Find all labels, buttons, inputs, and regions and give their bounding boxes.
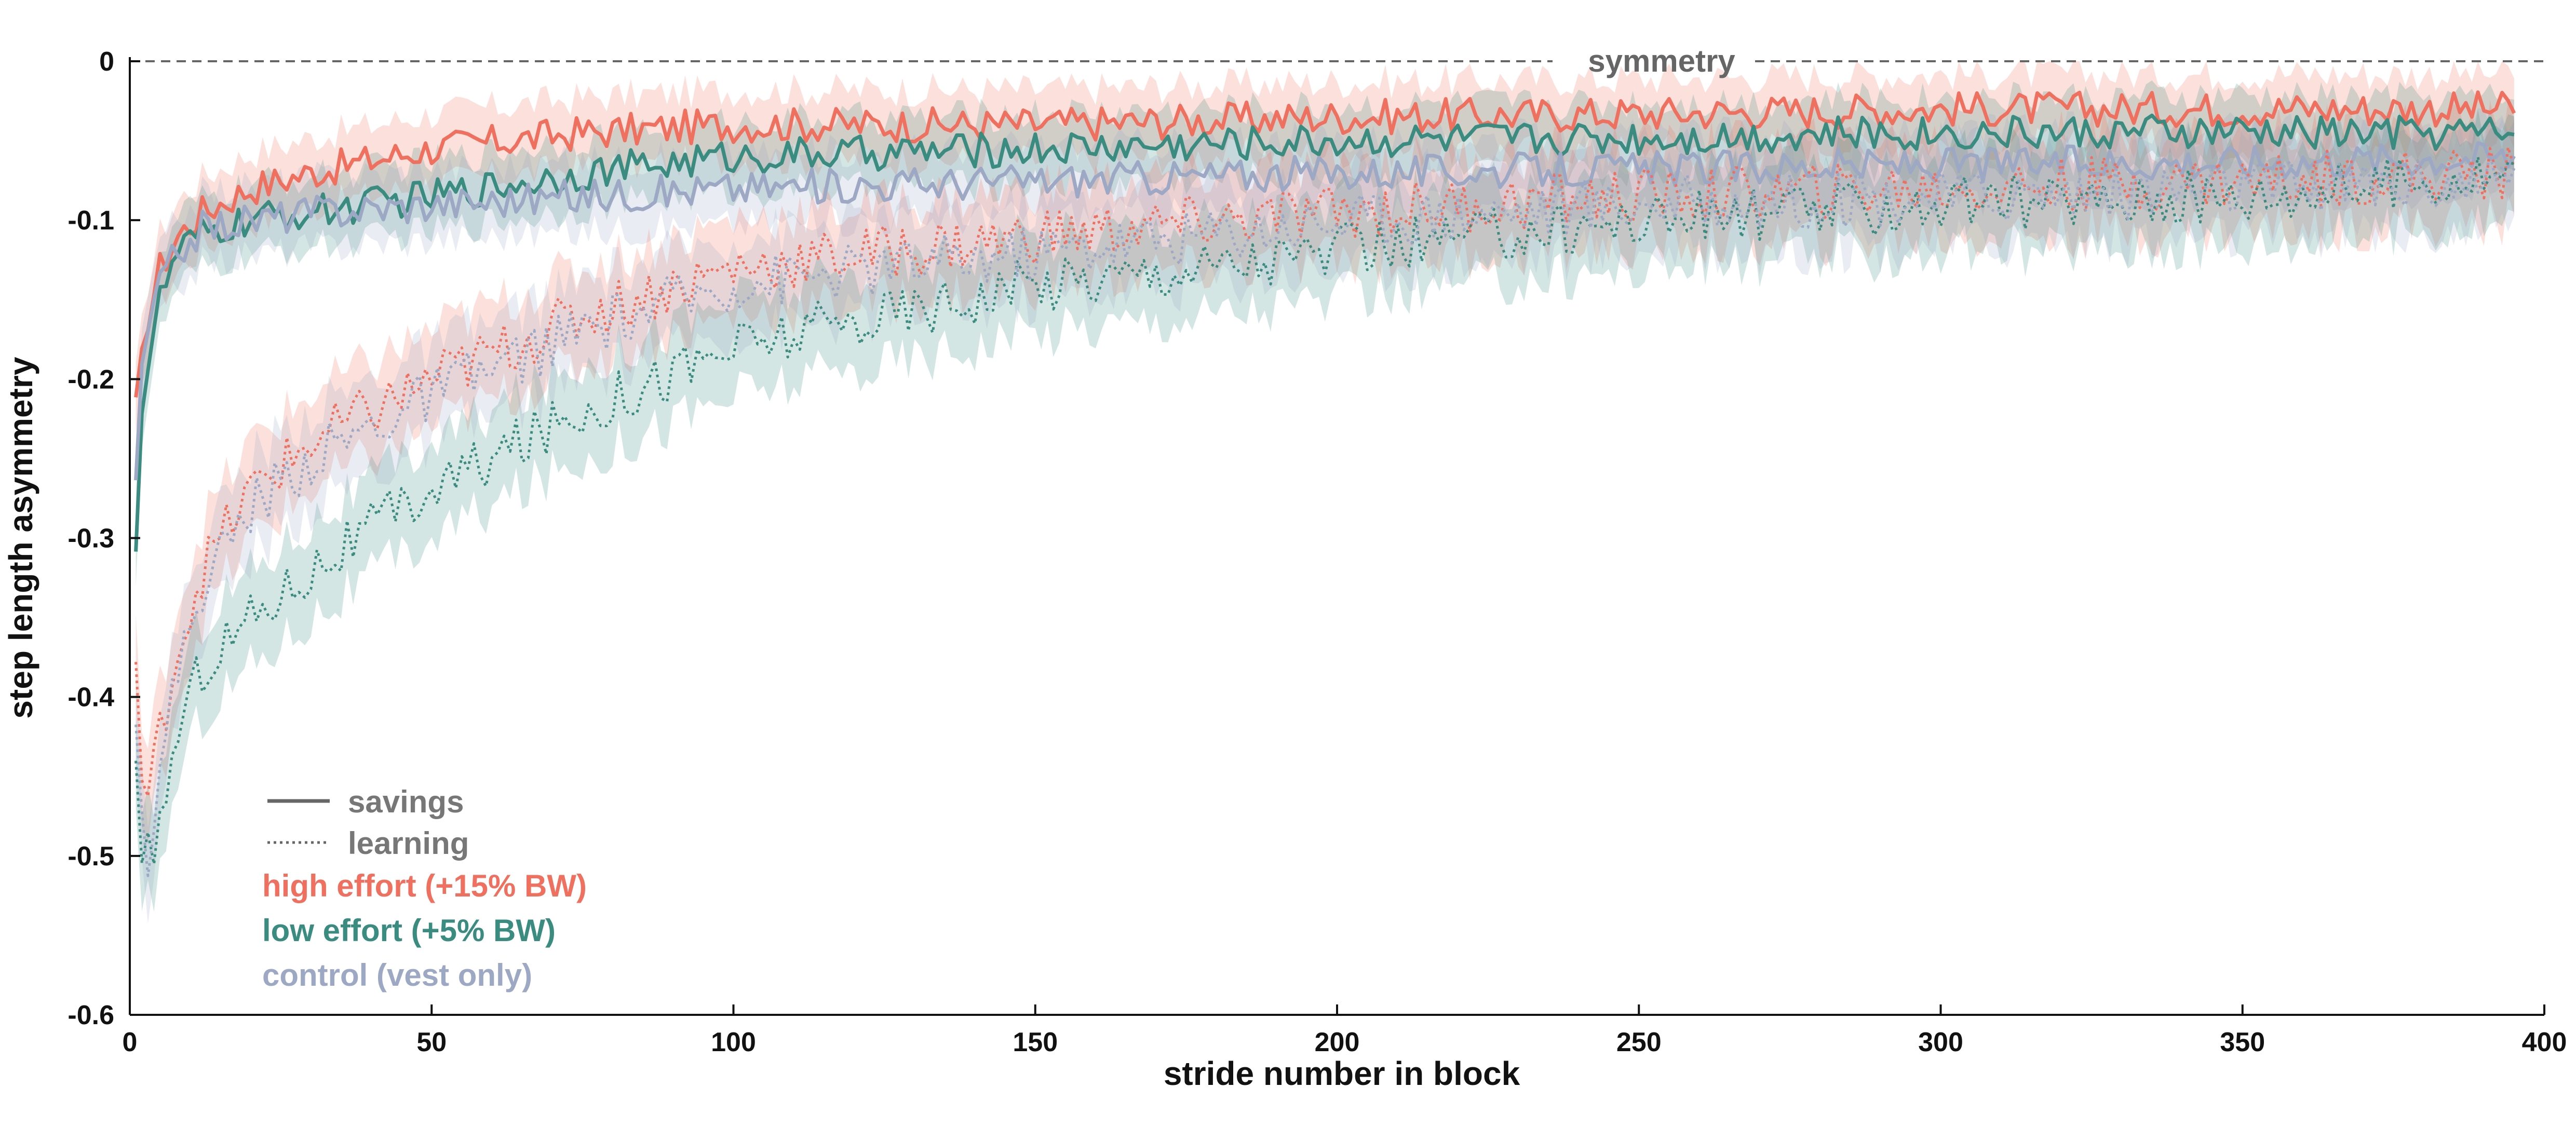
x-tick-label-100: 100 bbox=[711, 1027, 756, 1057]
band-control-vest-only-savings bbox=[136, 108, 2514, 515]
y-tick-label-0-3: -0.3 bbox=[68, 524, 114, 554]
x-tick-label-400: 400 bbox=[2522, 1027, 2567, 1057]
x-tick-label-150: 150 bbox=[1013, 1027, 1058, 1057]
x-tick-label-300: 300 bbox=[1918, 1027, 1963, 1057]
series-line-low-effort-5-bw-learning bbox=[134, 155, 2515, 866]
x-tick-label-350: 350 bbox=[2220, 1027, 2265, 1057]
y-tick-label-0-4: -0.4 bbox=[68, 683, 114, 713]
series-line-low-effort-5-bw-savings bbox=[134, 113, 2515, 552]
axes: 0 50 100 150 200 250 300 350 400 0 -0.1 -0.2 -0.3 -0.… bbox=[68, 47, 2567, 1057]
y-tick-label-0-6: -0.6 bbox=[68, 1000, 114, 1030]
band-high-effort-15-bw-learning bbox=[136, 99, 2514, 844]
series-line-control-vest-only-savings bbox=[134, 141, 2516, 481]
y-tick-label-0-1: -0.1 bbox=[68, 206, 114, 236]
x-axis-label: stride number in block bbox=[1164, 1055, 1520, 1092]
symmetry-label: symmetry bbox=[1588, 44, 1735, 78]
x-tick-label-50: 50 bbox=[416, 1027, 447, 1057]
x-tick-label-200: 200 bbox=[1315, 1027, 1360, 1057]
x-tick-label-250: 250 bbox=[1616, 1027, 1662, 1057]
legend-label-low-effort-5-bw: low effort (+5% BW) bbox=[262, 913, 556, 948]
symmetry-reference-line: symmetry bbox=[130, 44, 2544, 78]
band-low-effort-5-bw-savings bbox=[136, 80, 2514, 587]
y-tick-label-0-5: -0.5 bbox=[68, 841, 114, 872]
band-control-vest-only-learning bbox=[136, 106, 2514, 923]
x-tick-label-0: 0 bbox=[123, 1027, 138, 1057]
legend-label-learning: learning bbox=[348, 826, 469, 861]
legend: savings learning high effort (+15% BW) low … bbox=[262, 784, 587, 993]
series-lines bbox=[134, 90, 2516, 877]
legend-label-high-effort-15-bw: high effort (+15% BW) bbox=[262, 868, 587, 903]
legend-label-savings: savings bbox=[348, 784, 464, 819]
legend-label-control-vest-only: control (vest only) bbox=[262, 958, 532, 993]
series-line-high-effort-15-bw-savings bbox=[134, 90, 2516, 398]
band-high-effort-15-bw-savings bbox=[136, 61, 2514, 432]
y-tick-label-0: 0 bbox=[99, 47, 114, 77]
y-axis-label: step length asymmetry bbox=[2, 357, 39, 719]
y-tick-label-0-2: -0.2 bbox=[68, 364, 114, 395]
